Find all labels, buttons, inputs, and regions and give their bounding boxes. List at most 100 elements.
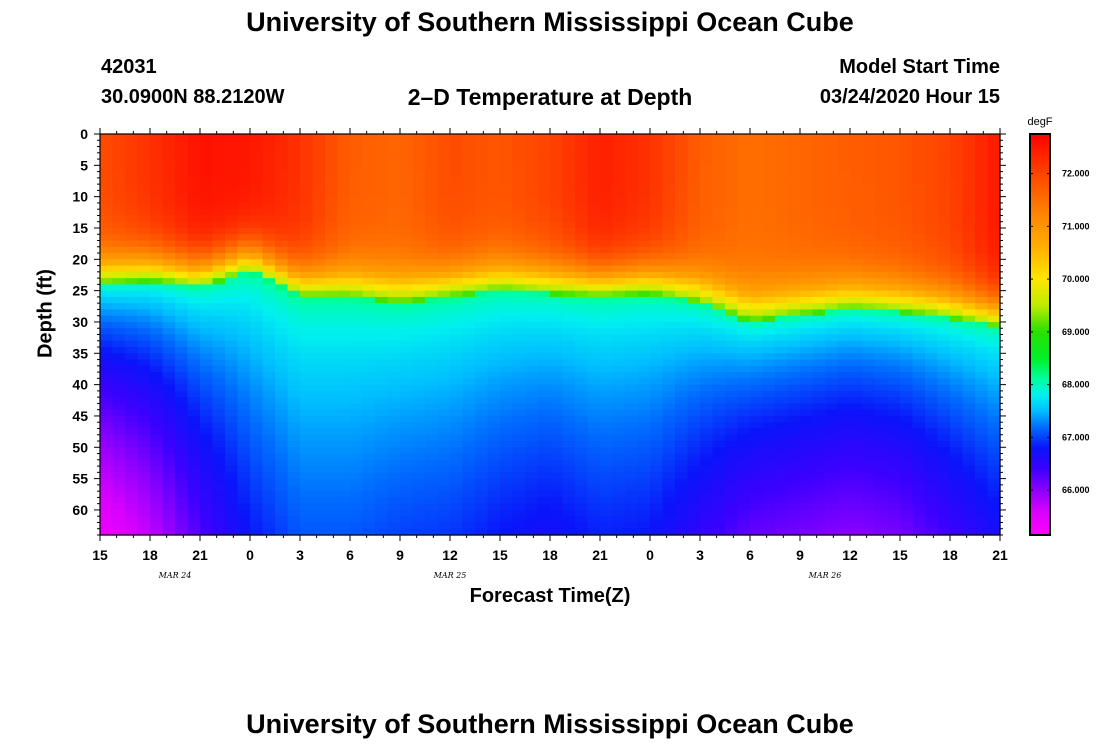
heat-cell [137, 321, 151, 329]
heat-cell [900, 221, 914, 229]
heat-cell [637, 472, 651, 480]
heat-cell [662, 184, 676, 191]
heat-cell [712, 240, 726, 248]
heat-cell [387, 390, 401, 398]
heat-cell [375, 491, 389, 499]
heat-cell [862, 372, 876, 379]
heat-cell [537, 284, 551, 292]
heat-cell [125, 434, 139, 442]
heat-cell [950, 309, 964, 317]
heat-cell [775, 227, 789, 235]
heat-cell [750, 290, 764, 298]
heat-cell [825, 516, 839, 524]
heat-cell [175, 309, 189, 317]
heat-cell [987, 190, 1001, 198]
heat-cell [450, 472, 464, 480]
heat-cell [362, 303, 376, 311]
heat-cell [862, 516, 876, 524]
heat-cell [212, 415, 226, 423]
heat-cell [175, 184, 189, 191]
heat-cell [600, 209, 614, 217]
heat-cell [600, 522, 614, 530]
heat-cell [662, 234, 676, 242]
colorbar-tick-label: 69.000 [1062, 327, 1090, 337]
heat-cell [837, 259, 851, 267]
heat-cell [162, 246, 176, 254]
heat-cell [737, 472, 751, 480]
heat-cell [887, 434, 901, 442]
heat-cell [100, 184, 114, 191]
heat-cell [762, 227, 776, 235]
heat-cell [387, 296, 401, 304]
heat-cell [462, 315, 476, 323]
heat-cell [387, 340, 401, 348]
heat-cell [337, 171, 351, 179]
heat-cell [925, 509, 939, 517]
heat-cell [712, 397, 726, 405]
heat-cell [850, 503, 864, 511]
heat-cell [162, 146, 176, 154]
heat-cell [962, 497, 976, 505]
heat-cell [437, 184, 451, 191]
heat-cell [112, 453, 126, 461]
heat-cell [637, 284, 651, 292]
heat-cell [762, 240, 776, 248]
heat-cell [750, 265, 764, 273]
heat-cell [300, 234, 314, 242]
heat-cell [462, 409, 476, 417]
heat-cell [912, 140, 926, 148]
heat-cell [800, 447, 814, 455]
heat-cell [225, 353, 239, 361]
heat-cell [175, 240, 189, 248]
heat-cell [625, 441, 639, 448]
heat-cell [575, 271, 589, 279]
heat-cell [112, 240, 126, 248]
heat-cell [362, 428, 376, 436]
heat-cell [175, 347, 189, 354]
heat-cell [787, 259, 801, 267]
heat-cell [812, 415, 826, 423]
heat-cell [687, 340, 701, 348]
heat-cell [725, 328, 739, 336]
heat-cell [800, 190, 814, 198]
heat-cell [375, 152, 389, 160]
heat-cell [162, 415, 176, 423]
heat-cell [100, 303, 114, 311]
heat-cell [875, 441, 889, 448]
heat-cell [100, 447, 114, 455]
heat-cell [962, 453, 976, 461]
heat-cell [100, 409, 114, 417]
heat-cell [137, 359, 151, 367]
heat-cell [775, 177, 789, 185]
heat-cell [687, 309, 701, 317]
heat-cell [112, 478, 126, 486]
heat-cell [287, 466, 301, 473]
heat-cell [425, 246, 439, 254]
heat-cell [150, 177, 164, 185]
heat-cell [700, 434, 714, 442]
heat-cell [687, 246, 701, 254]
heat-cell [425, 328, 439, 336]
x-tick-label: 0 [646, 547, 654, 563]
heat-cell [125, 190, 139, 198]
heat-cell [512, 459, 526, 467]
heat-cell [625, 365, 639, 373]
heat-cell [912, 415, 926, 423]
heat-cell [637, 303, 651, 311]
heat-cell [875, 134, 889, 141]
heat-cell [975, 516, 989, 524]
heat-cell [650, 484, 664, 492]
heat-cell [562, 528, 576, 536]
heat-cell [425, 365, 439, 373]
heat-cell [737, 516, 751, 524]
heat-cell [900, 434, 914, 442]
heat-cell [662, 503, 676, 511]
heat-cell [575, 447, 589, 455]
heat-cell [500, 447, 514, 455]
heat-cell [312, 152, 326, 160]
heat-cell [912, 378, 926, 386]
heat-cell [800, 134, 814, 141]
heat-cell [950, 278, 964, 285]
heat-cell [450, 290, 464, 298]
heat-cell [725, 434, 739, 442]
